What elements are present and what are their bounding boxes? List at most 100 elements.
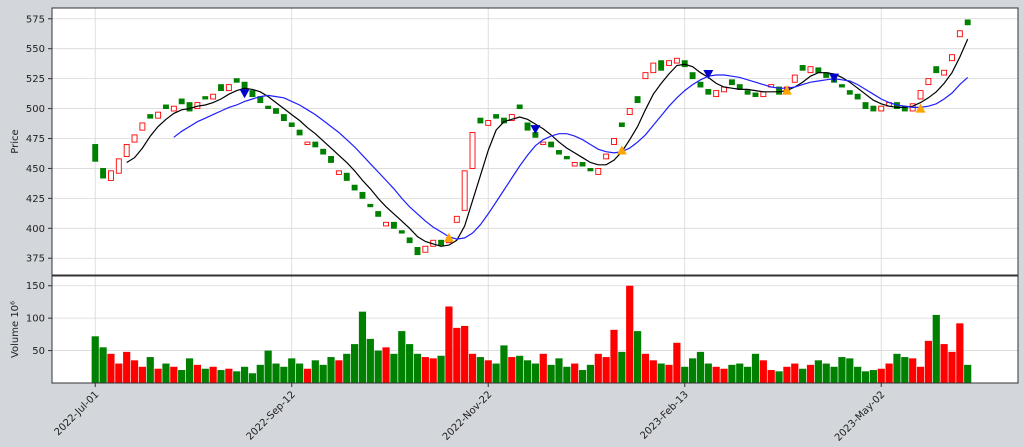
price-frame: [51, 7, 1019, 276]
volume-bar: [602, 357, 610, 383]
y-tick-label: 550: [26, 44, 45, 55]
volume-bar: [240, 366, 249, 383]
volume-bar: [382, 347, 390, 383]
candle: [320, 148, 327, 155]
candle: [579, 162, 586, 167]
volume-bar: [571, 363, 579, 383]
volume-bar: [461, 325, 469, 383]
volume-bar: [547, 364, 555, 383]
volume-bar: [744, 366, 752, 383]
volume-bar: [201, 368, 209, 383]
volume-bar: [154, 368, 162, 383]
candle: [634, 96, 641, 104]
candle: [618, 122, 625, 127]
volume-bar: [649, 360, 657, 383]
candle: [304, 141, 311, 145]
candle: [351, 184, 358, 191]
candle: [917, 90, 924, 100]
volume-bar: [335, 360, 343, 383]
candle: [328, 156, 334, 163]
candle: [273, 108, 279, 114]
candle: [776, 86, 783, 95]
candle: [335, 170, 342, 175]
x-tick-label: 2022-Sep-12: [245, 389, 298, 442]
volume-bar: [358, 311, 367, 383]
volume-bar: [555, 358, 563, 383]
candle: [100, 167, 107, 179]
candle: [548, 141, 555, 148]
volume-bar: [406, 344, 414, 383]
volume-bar: [814, 360, 822, 383]
volume-bar: [783, 366, 791, 383]
volume-bar: [838, 357, 846, 383]
volume-bar: [233, 371, 241, 383]
volume-bar: [759, 360, 767, 383]
candle: [163, 104, 169, 110]
y-tick-label: 50: [32, 346, 45, 357]
volume-bar: [720, 368, 728, 383]
volume-bar: [115, 363, 123, 383]
volume-frame: [51, 275, 1019, 384]
candle: [878, 105, 885, 112]
volume-bar: [500, 345, 508, 383]
volume-bar: [445, 306, 453, 383]
candle: [658, 60, 665, 71]
volume-bar: [374, 350, 382, 383]
volume-bar: [366, 338, 374, 383]
candle: [838, 84, 845, 88]
candle: [603, 153, 610, 160]
y-tick-label: 575: [26, 14, 45, 25]
volume-bar: [681, 366, 689, 383]
volume-bar: [688, 358, 697, 383]
x-tick-label: 2022-Nov-22: [441, 389, 494, 442]
volume-bar: [453, 327, 461, 383]
candle: [249, 90, 256, 98]
volume-bar: [822, 363, 830, 383]
volume-bar: [916, 366, 925, 383]
candle: [218, 84, 224, 92]
volume-bar: [178, 370, 186, 383]
buy-signal: [781, 85, 792, 95]
volume-bar: [940, 344, 948, 383]
plot-background: [52, 8, 1018, 383]
volume-bar: [751, 353, 760, 383]
candle: [115, 158, 122, 174]
volume-bar: [91, 336, 99, 383]
volume-bar: [531, 363, 539, 383]
volume-bar: [948, 351, 956, 383]
volume-bar: [107, 353, 115, 383]
volume-bar: [429, 358, 437, 383]
y-tick-label: 100: [26, 314, 45, 325]
volume-bar: [563, 366, 571, 383]
volume-bar: [516, 355, 524, 383]
volume-bar: [146, 357, 154, 383]
candle: [508, 114, 515, 121]
volume-bar: [539, 353, 547, 383]
candle: [225, 84, 232, 92]
candle: [170, 105, 177, 112]
volume-bar: [256, 364, 264, 383]
candle: [760, 91, 767, 98]
sell-signal: [530, 125, 541, 135]
buy-signal: [616, 145, 627, 155]
volume-bar: [736, 363, 744, 383]
volume-bar: [476, 357, 484, 383]
volume-bar: [854, 366, 862, 383]
candle: [414, 247, 421, 256]
volume-bar: [964, 364, 972, 383]
volume-bar: [130, 360, 139, 383]
sell-signal: [829, 73, 840, 83]
volume-bar: [885, 363, 893, 383]
volume-bar: [123, 351, 131, 383]
sell-signal: [703, 70, 714, 80]
volume-bar: [288, 358, 296, 383]
volume-bar: [877, 368, 885, 383]
volume-bar: [209, 366, 217, 383]
candle: [956, 30, 963, 38]
y-axis-label: Volume 10⁶: [10, 301, 21, 358]
volume-bar: [508, 357, 516, 383]
candle: [343, 172, 350, 181]
candle: [312, 141, 319, 148]
candle: [697, 81, 704, 88]
candle: [846, 90, 853, 95]
